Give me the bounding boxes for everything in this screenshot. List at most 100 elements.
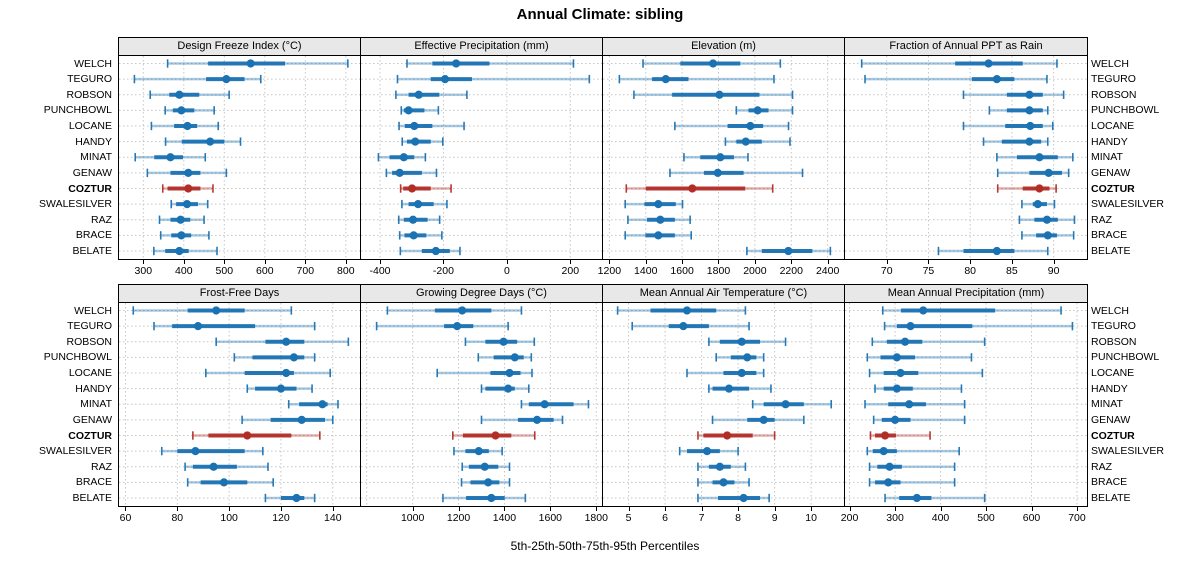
x-tick	[412, 507, 414, 511]
station-label-right: LOCANE	[1091, 120, 1135, 132]
station-label-right: PUNCHBOWL	[1091, 351, 1160, 364]
panel-header: Fraction of Annual PPT as Rain	[845, 38, 1087, 56]
x-tick-label: 0	[503, 265, 510, 277]
median-dot	[784, 246, 793, 256]
x-tick-label: 1000	[400, 512, 425, 524]
station-label-right: TEGURO	[1091, 320, 1136, 333]
panel-elevation-m: Elevation (m)	[602, 37, 845, 260]
x-tick	[125, 507, 127, 511]
median-dot	[505, 368, 514, 378]
median-dot	[484, 478, 493, 487]
x-tick-label: 10	[805, 512, 817, 524]
median-dot	[474, 447, 483, 456]
station-label-left: BRACE	[75, 229, 112, 242]
panel-plot	[361, 303, 602, 506]
station-label-left: COZTUR	[68, 429, 112, 442]
x-tick-label: -400	[369, 265, 391, 277]
x-tick	[682, 260, 684, 264]
median-dot	[896, 368, 905, 378]
x-tick	[849, 507, 851, 511]
median-dot	[892, 384, 901, 393]
median-dot	[656, 215, 665, 224]
x-tick-label: 140	[324, 512, 342, 524]
x-tick-label: 70	[880, 265, 893, 277]
median-dot	[452, 59, 461, 68]
x-tick	[718, 260, 720, 264]
panel-plot	[119, 303, 360, 506]
median-dot	[166, 153, 175, 162]
station-label-right: RAZ	[1091, 213, 1112, 226]
x-tick	[940, 507, 942, 511]
station-label-right: GENAW	[1091, 166, 1131, 179]
median-dot	[276, 384, 286, 393]
panel-mean-annual-precipitation-mm: Mean Annual Precipitation (mm)	[844, 284, 1088, 507]
median-dot	[399, 153, 408, 162]
x-tick-label: 500	[977, 512, 995, 524]
median-dot	[532, 415, 542, 424]
station-label-right: BELATE	[1091, 245, 1131, 257]
median-dot	[884, 478, 893, 487]
median-dot	[176, 215, 185, 224]
median-dot	[661, 75, 670, 84]
panel-frost-free-days: Frost-Free Days	[118, 284, 361, 507]
x-tick	[645, 260, 647, 264]
median-dot	[654, 231, 663, 240]
median-dot	[654, 200, 663, 209]
x-tick-label: 1800	[706, 265, 731, 277]
x-tick-label: 85	[1006, 265, 1018, 277]
median-dot	[759, 415, 768, 424]
median-dot	[540, 400, 549, 409]
median-dot	[409, 231, 418, 240]
x-tick-label: 400	[931, 512, 950, 524]
median-dot	[183, 121, 192, 131]
chart-title: Annual Climate: sibling	[516, 6, 684, 23]
station-label-right: COZTUR	[1091, 182, 1135, 195]
panel-plot	[845, 303, 1087, 506]
x-tick-label: 800	[337, 265, 355, 277]
median-dot	[885, 462, 894, 471]
x-tick	[970, 260, 972, 264]
x-tick-label: 2200	[779, 265, 803, 277]
x-tick	[506, 260, 508, 264]
panel-plot	[603, 56, 844, 259]
median-dot	[708, 59, 718, 68]
x-tick-label: -200	[432, 265, 454, 277]
median-dot	[289, 353, 299, 362]
station-label-left: COZTUR	[68, 182, 112, 195]
station-label-left: WELCH	[74, 304, 112, 317]
median-dot	[1025, 137, 1034, 146]
median-dot	[222, 75, 231, 84]
x-tick-label: 1400	[634, 265, 658, 277]
median-dot	[992, 75, 1001, 84]
panel-plot	[603, 303, 844, 506]
median-dot	[688, 184, 697, 193]
median-dot	[1025, 90, 1034, 99]
station-label-left: TEGURO	[67, 73, 112, 86]
median-dot	[491, 431, 500, 440]
x-tick	[811, 507, 813, 511]
x-tick	[986, 507, 987, 511]
x-tick-label: 5	[625, 512, 632, 524]
station-label-left: WELCH	[74, 57, 112, 70]
median-dot	[746, 121, 755, 131]
station-label-right: ROBSON	[1091, 88, 1137, 101]
station-label-left: BELATE	[72, 492, 113, 504]
median-dot	[992, 246, 1001, 256]
median-dot	[905, 400, 914, 409]
station-label-left: LOCANE	[68, 367, 112, 379]
median-dot	[395, 168, 404, 177]
median-dot	[453, 322, 462, 331]
x-tick	[458, 507, 460, 511]
x-tick	[665, 507, 667, 511]
station-label-right: MINAT	[1091, 151, 1123, 164]
panel-header: Elevation (m)	[603, 38, 844, 56]
median-dot	[1025, 106, 1034, 115]
station-label-right: WELCH	[1091, 304, 1129, 317]
station-label-left: HANDY	[75, 382, 112, 395]
median-dot	[499, 337, 508, 346]
x-tick-label: 120	[272, 512, 290, 524]
station-label-left: SWALESILVER	[39, 445, 112, 458]
x-tick	[596, 507, 598, 511]
x-tick	[1031, 507, 1033, 511]
